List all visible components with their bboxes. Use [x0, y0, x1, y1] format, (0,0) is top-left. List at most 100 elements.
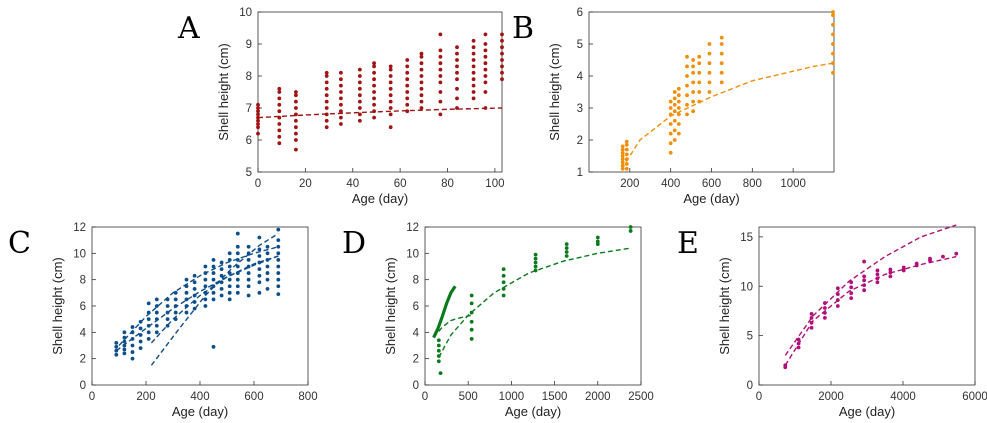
fit-curve: [438, 247, 631, 358]
data-point: [130, 356, 135, 361]
data-point: [888, 274, 893, 279]
data-point: [405, 64, 410, 69]
y-tick-label: 8: [80, 275, 86, 287]
x-tick-label: 80: [441, 178, 454, 190]
data-point: [672, 128, 677, 133]
data-point: [620, 144, 625, 149]
data-point: [388, 67, 393, 72]
data-point: [114, 352, 119, 357]
data-point: [227, 271, 232, 275]
data-point: [438, 32, 443, 37]
data-point: [500, 77, 504, 82]
plot-B: 200 400 600 800 1000 1 2 3 4 5 6 Age (day) Shell hei…: [547, 7, 835, 206]
data-point: [130, 350, 135, 354]
data-point: [676, 122, 681, 126]
data-point: [324, 74, 329, 78]
data-layer: [114, 227, 281, 366]
data-point: [668, 106, 673, 110]
data-point: [438, 67, 443, 72]
fit-curve: [118, 246, 279, 346]
data-point: [831, 32, 835, 37]
x-tick-label: 100: [485, 178, 504, 190]
data-point: [203, 297, 208, 302]
data-point: [257, 247, 262, 252]
data-point: [256, 115, 260, 120]
data-point: [173, 297, 178, 302]
plot-E: 0 2000 4000 6000 0 5 10 15 Age (day) Shell height…: [717, 224, 987, 419]
data-point: [357, 112, 362, 117]
data-point: [500, 38, 504, 43]
data-point: [455, 51, 459, 56]
data-point: [294, 125, 298, 130]
data-point: [697, 99, 702, 104]
y-tick-label: 2: [413, 354, 419, 366]
data-point: [294, 147, 298, 152]
data-point: [483, 61, 488, 66]
data-point: [203, 304, 208, 308]
panel-C: C 0 200 400 600 800 0 2 4 6 8 10 12 Age (day) Shell h…: [8, 222, 318, 419]
data-point: [707, 70, 712, 75]
data-point: [436, 354, 441, 358]
data-point: [471, 51, 476, 56]
data-point: [419, 67, 424, 72]
data-point: [388, 80, 393, 85]
y-tick-label: 6: [80, 301, 86, 313]
data-point: [620, 157, 625, 162]
data-point: [455, 45, 459, 50]
y-tick-label: 12: [73, 222, 86, 234]
data-point: [173, 290, 178, 295]
data-point: [469, 337, 474, 341]
data-point: [372, 115, 376, 120]
x-axis-label: Age (day): [683, 191, 739, 206]
data-point: [438, 61, 443, 66]
data-point: [388, 64, 393, 69]
data-point: [676, 131, 681, 136]
x-tick-label: 800: [298, 391, 317, 403]
data-layer: [432, 225, 633, 376]
data-point: [707, 80, 712, 85]
data-point: [914, 261, 919, 266]
y-tick-label: 6: [413, 301, 419, 313]
data-point: [533, 268, 538, 273]
panel-letter-E: E: [677, 226, 699, 261]
data-point: [192, 280, 197, 285]
x-tick-label: 60: [394, 178, 407, 190]
data-point: [438, 48, 443, 53]
data-point: [277, 90, 282, 94]
data-point: [620, 154, 625, 158]
data-point: [357, 86, 362, 91]
data-point: [438, 90, 443, 94]
data-point: [211, 290, 216, 295]
data-point: [672, 96, 677, 101]
data-point: [138, 333, 143, 337]
data-point: [676, 86, 681, 91]
y-tick-label: 10: [406, 248, 419, 260]
data-point: [130, 325, 135, 329]
data-point: [184, 297, 189, 302]
data-point: [388, 86, 393, 91]
x-tick-label: 200: [620, 178, 639, 190]
data-point: [277, 141, 282, 146]
data-point: [624, 147, 629, 152]
data-point: [564, 254, 569, 258]
data-point: [455, 70, 459, 75]
data-point: [471, 77, 476, 82]
data-point: [388, 93, 393, 98]
data-point: [405, 77, 410, 82]
x-tick-label: 400: [661, 178, 680, 190]
data-point: [469, 293, 474, 298]
data-point: [835, 292, 840, 297]
data-point: [668, 141, 673, 146]
data-point: [372, 77, 376, 82]
data-point: [276, 258, 281, 262]
y-axis-label: Shell height (cm): [717, 257, 732, 355]
data-point: [324, 93, 329, 98]
x-tick-label: 2000: [818, 391, 844, 403]
data-point: [184, 277, 189, 282]
data-point: [685, 102, 689, 107]
x-axis-label: Age (day): [505, 404, 561, 419]
data-point: [691, 80, 696, 85]
data-point: [471, 58, 476, 62]
panel-letter-C: C: [8, 226, 31, 261]
data-point: [211, 277, 216, 282]
